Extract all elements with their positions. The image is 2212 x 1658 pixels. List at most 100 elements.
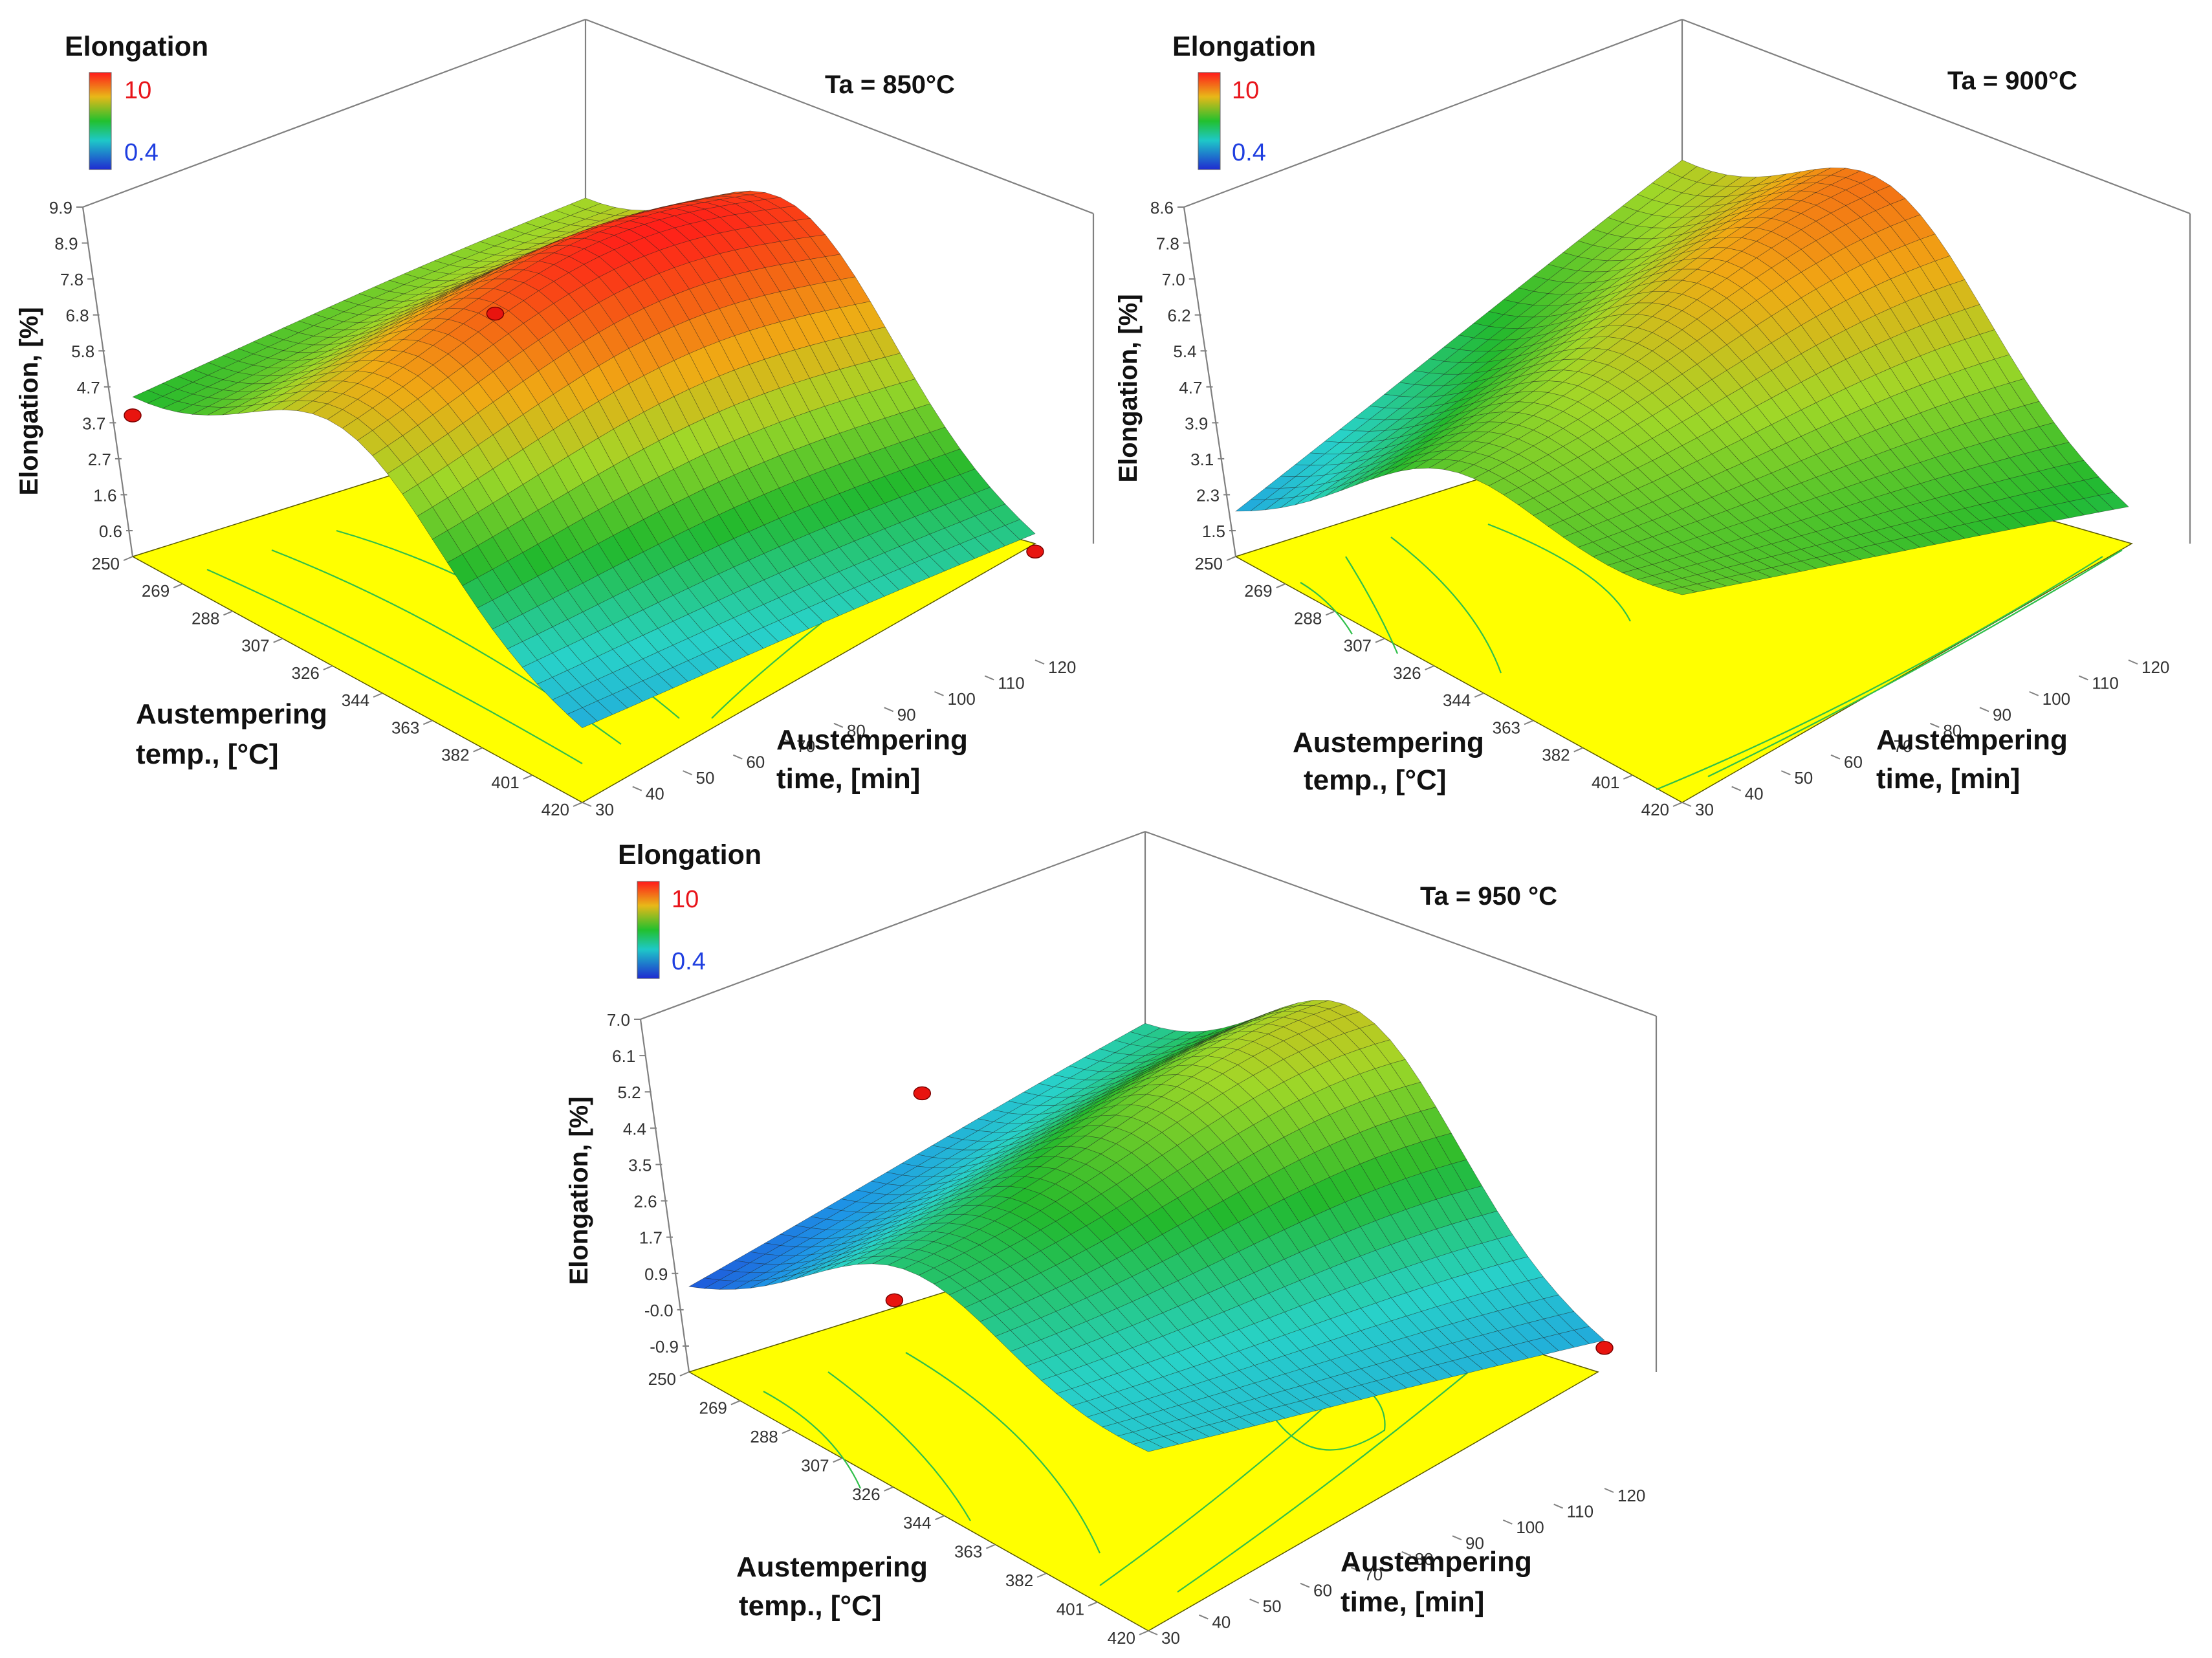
x-tick-label: 250 <box>648 1369 676 1389</box>
x-tick-mark <box>1573 747 1584 753</box>
color-scale-bar <box>637 881 660 979</box>
x-tick-mark <box>985 1543 996 1549</box>
y-tick-mark <box>632 786 642 791</box>
back-edge-right <box>1144 830 1657 1017</box>
z-axis-line <box>1183 206 1237 557</box>
surface-facet <box>1667 586 1698 595</box>
x-tick-label: 326 <box>1393 663 1421 683</box>
x-tick-mark <box>1672 802 1683 807</box>
x-tick-label: 420 <box>1641 800 1669 819</box>
x-tick-label: 401 <box>491 773 519 792</box>
x-tick-mark <box>935 1515 945 1521</box>
design-point-marker <box>1026 544 1044 559</box>
z-tick-label: 3.1 <box>1190 450 1214 469</box>
z-axis-ticks: 1.5 2.3 3.1 3.9 4.7 5.4 6.2 7.0 7.8 8.6 <box>1150 198 1236 541</box>
y-axis-ticks: 30 40 50 60 70 80 90 100 110 120 <box>582 658 1076 819</box>
x-tick-label: 420 <box>1108 1628 1135 1648</box>
y-tick-label: 110 <box>1567 1501 1593 1521</box>
y-tick-mark <box>1148 1630 1158 1635</box>
x-tick-mark <box>1325 610 1335 616</box>
y-tick-mark <box>1979 707 1989 713</box>
y-tick-mark <box>884 707 894 713</box>
legend-min-label: 0.4 <box>1232 139 1266 166</box>
x-axis-label-line2: temp., [°C] <box>1304 764 1446 796</box>
z-axis-line <box>82 206 134 557</box>
y-tick-label: 70 <box>796 736 815 756</box>
z-tick-label: 5.4 <box>1173 342 1196 361</box>
y-tick-label: 120 <box>1617 1486 1645 1505</box>
y-axis-label-line2: time, [min] <box>1341 1586 1484 1618</box>
x-tick-mark <box>1139 1630 1149 1635</box>
y-tick-label: 120 <box>2141 658 2169 677</box>
x-tick-mark <box>273 637 283 643</box>
y-tick-mark <box>1502 1519 1513 1525</box>
x-axis-ticks: 250 269 288 307 326 344 363 382 401 420 <box>1195 554 1683 819</box>
x-tick-mark <box>782 1428 792 1434</box>
y-tick-mark <box>783 738 793 744</box>
x-axis-label-line1: Austempering <box>736 1551 928 1583</box>
legend-title: Elongation <box>65 31 208 62</box>
x-tick-mark <box>573 802 583 807</box>
x-tick-mark <box>1524 720 1534 725</box>
x-tick-label: 288 <box>192 608 219 628</box>
z-tick-label: 7.8 <box>1156 234 1179 254</box>
z-tick-label: 3.9 <box>1185 414 1208 433</box>
y-tick-label: 70 <box>1364 1565 1383 1584</box>
response-surface <box>1235 159 2129 595</box>
y-tick-label: 60 <box>746 753 765 772</box>
y-tick-mark <box>2029 691 2039 696</box>
x-tick-label: 382 <box>441 746 469 765</box>
z-tick-label: 5.8 <box>71 342 94 361</box>
y-tick-label: 50 <box>1263 1597 1282 1616</box>
y-tick-label: 120 <box>1048 658 1076 677</box>
x-tick-label: 326 <box>852 1485 880 1504</box>
x-tick-label: 269 <box>142 581 170 601</box>
floor-contours <box>1300 523 2123 791</box>
back-edge-right <box>585 18 1094 215</box>
x-tick-mark <box>422 720 433 725</box>
y-tick-mark <box>1929 722 1940 728</box>
x-tick-mark <box>473 747 483 753</box>
x-axis-label-line2: temp., [°C] <box>136 738 278 770</box>
y-tick-label: 40 <box>1212 1613 1231 1632</box>
design-point-marker <box>486 306 505 321</box>
z-tick-label: 1.7 <box>639 1228 663 1248</box>
legend-title: Elongation <box>1172 31 1316 62</box>
x-tick-mark <box>1226 556 1236 561</box>
y-tick-label: 60 <box>1844 753 1863 772</box>
y-tick-mark <box>1249 1598 1260 1604</box>
z-axis-label: Elongation, [%] <box>1114 294 1143 482</box>
y-tick-label: 80 <box>847 721 866 740</box>
z-tick-label: 3.5 <box>628 1155 652 1175</box>
y-tick-mark <box>582 802 592 807</box>
x-tick-label: 401 <box>1592 773 1619 792</box>
y-tick-label: 50 <box>696 768 715 788</box>
y-tick-mark <box>1035 659 1045 665</box>
legend-max-label: 10 <box>1232 77 1259 104</box>
y-tick-label: 110 <box>998 673 1024 692</box>
surface-facet <box>1132 1440 1165 1452</box>
z-tick-label: 4.7 <box>1179 378 1202 397</box>
x-tick-mark <box>373 692 383 698</box>
x-tick-mark <box>223 610 233 616</box>
x-tick-mark <box>323 665 333 670</box>
z-tick-label: 5.2 <box>618 1083 641 1102</box>
x-axis-ticks: 250 269 288 307 326 344 363 382 401 420 <box>92 554 583 819</box>
panel-title: Ta = 950 °C <box>1420 882 1557 911</box>
z-tick-label: 7.0 <box>1162 270 1185 289</box>
y-tick-mark <box>1350 1567 1361 1573</box>
x-tick-mark <box>679 1371 690 1376</box>
x-tick-mark <box>833 1457 843 1463</box>
legend-min-label: 0.4 <box>124 139 159 166</box>
z-tick-label: 8.9 <box>54 234 78 254</box>
y-tick-label: 40 <box>1745 784 1764 804</box>
legend-min-label: 0.4 <box>672 948 706 975</box>
x-tick-label: 363 <box>954 1542 982 1562</box>
back-edge-left <box>640 830 1146 1021</box>
z-axis-label: Elongation, [%] <box>565 1096 593 1285</box>
x-tick-label: 250 <box>92 554 120 573</box>
y-tick-label: 30 <box>595 800 614 819</box>
y-tick-mark <box>1401 1551 1412 1556</box>
y-tick-mark <box>934 691 944 696</box>
